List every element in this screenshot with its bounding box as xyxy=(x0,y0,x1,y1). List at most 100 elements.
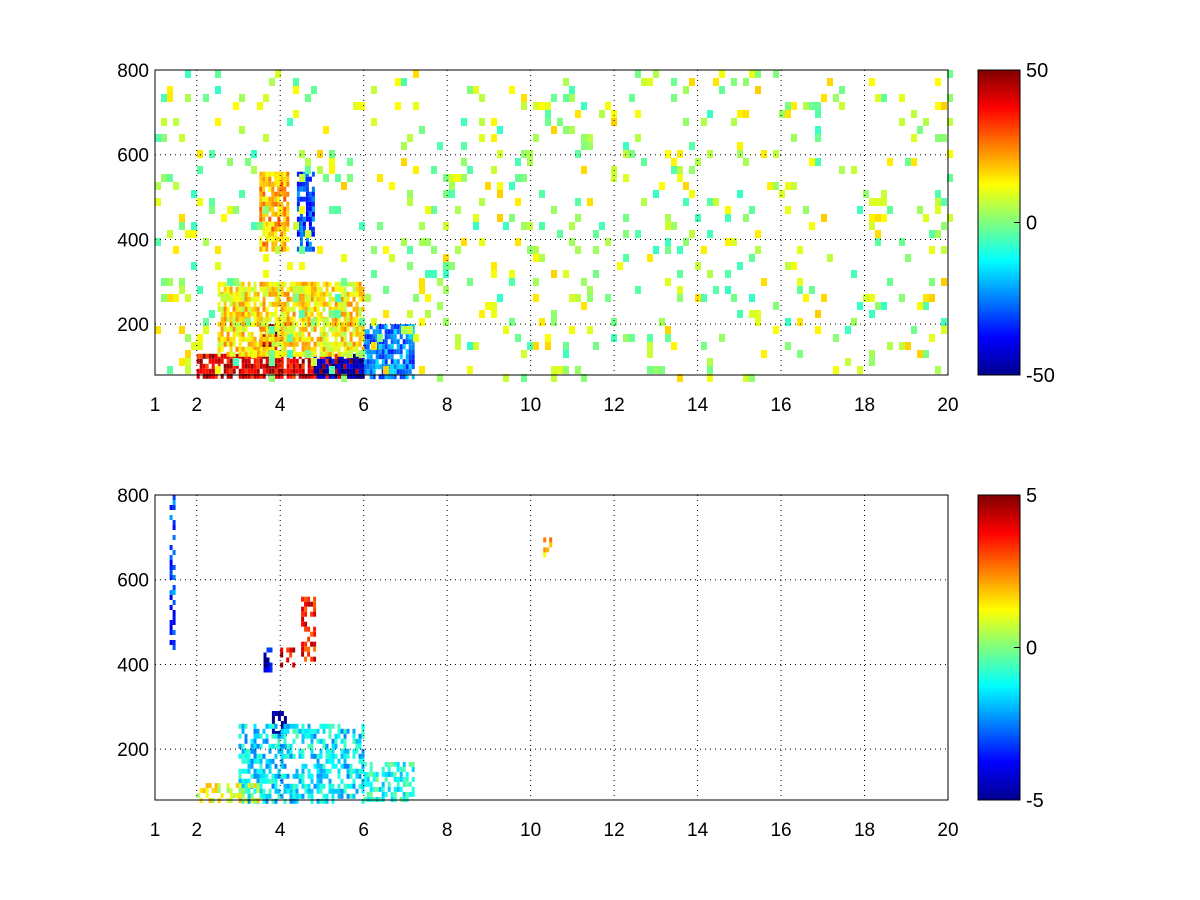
heatmap-cell xyxy=(271,241,275,247)
heatmap-cell xyxy=(310,641,314,647)
heatmap-cell xyxy=(191,230,197,238)
heatmap-cell xyxy=(635,110,641,118)
heatmap-cell xyxy=(299,286,305,294)
heatmap-cell xyxy=(244,783,248,789)
heatmap-cell xyxy=(371,86,377,94)
heatmap-cell xyxy=(277,738,281,744)
heatmap-cell xyxy=(408,781,412,787)
heatmap-cell xyxy=(923,294,929,302)
heatmap-cell xyxy=(396,761,400,767)
heatmap-cell xyxy=(340,311,344,317)
heatmap-cell xyxy=(635,230,641,238)
heatmap-cell xyxy=(369,364,373,370)
heatmap-cell xyxy=(304,341,308,347)
heatmap-cell xyxy=(211,363,215,369)
heatmap-cell xyxy=(815,158,821,166)
heatmap-cell xyxy=(286,191,290,197)
heatmap-cell xyxy=(289,647,293,653)
heatmap-cell xyxy=(389,254,395,262)
heatmap-cell xyxy=(821,94,827,102)
heatmap-cell xyxy=(352,286,356,292)
heatmap-cell xyxy=(396,786,400,792)
heatmap-cell xyxy=(244,748,248,754)
heatmap-cell xyxy=(274,306,278,312)
heatmap-cell xyxy=(313,626,317,632)
heatmap-cell xyxy=(244,798,248,804)
heatmap-cell xyxy=(833,366,839,374)
heatmap-cell xyxy=(545,334,551,342)
heatmap-cell xyxy=(402,791,406,797)
heatmap-cell xyxy=(292,326,296,332)
heatmap-cell xyxy=(308,226,312,232)
y-tick-label: 400 xyxy=(117,230,149,251)
heatmap-cell xyxy=(316,281,320,287)
heatmap-cell xyxy=(277,291,281,297)
heatmap-cell xyxy=(268,201,272,207)
heatmap-cell xyxy=(304,316,308,322)
heatmap-cell xyxy=(707,270,713,278)
colorbar-gradient-top xyxy=(977,69,1021,376)
heatmap-cell xyxy=(755,230,761,238)
heatmap-cell xyxy=(298,773,302,779)
heatmap-cell xyxy=(223,301,227,307)
heatmap-cell xyxy=(265,363,269,369)
heatmap-cell xyxy=(322,281,326,287)
heatmap-cell xyxy=(325,291,329,297)
heatmap-cell xyxy=(274,711,278,716)
heatmap-cell xyxy=(671,342,677,350)
heatmap-cell xyxy=(253,373,257,379)
heatmap-cell xyxy=(266,662,270,668)
heatmap-cell xyxy=(665,150,671,158)
heatmap-cell xyxy=(515,238,521,246)
heatmap-cell xyxy=(349,358,353,364)
heatmap-cell xyxy=(238,768,242,774)
heatmap-cell xyxy=(405,781,409,787)
heatmap-cell xyxy=(623,254,629,262)
heatmap-cell xyxy=(355,363,359,369)
heatmap-cell xyxy=(293,110,299,118)
heatmap-cell xyxy=(941,198,947,206)
heatmap-cell xyxy=(161,174,167,182)
heatmap-cell xyxy=(235,353,239,359)
heatmap-cell xyxy=(286,316,290,322)
heatmap-cell xyxy=(185,334,191,342)
heatmap-cell xyxy=(283,351,287,357)
heatmap-cell xyxy=(262,321,266,327)
heatmap-cell xyxy=(268,316,272,322)
heatmap-cell xyxy=(226,798,230,804)
heatmap-cell xyxy=(307,358,311,364)
heatmap-cell xyxy=(238,798,242,804)
heatmap-cell xyxy=(455,334,461,342)
heatmap-cell xyxy=(169,505,173,510)
heatmap-cell xyxy=(352,778,356,784)
heatmap-cell xyxy=(301,596,305,602)
heatmap-cell xyxy=(238,306,242,312)
heatmap-cell xyxy=(209,198,215,206)
heatmap-cell xyxy=(411,766,415,772)
heatmap-cell xyxy=(179,222,185,230)
heatmap-cell xyxy=(185,294,191,302)
heatmap-cell xyxy=(283,306,287,312)
heatmap-cell xyxy=(797,246,803,254)
heatmap-cell xyxy=(289,368,293,374)
heatmap-cell xyxy=(247,351,251,357)
heatmap-cell xyxy=(241,296,245,302)
y-tick-label: 600 xyxy=(117,146,149,167)
heatmap-cell xyxy=(293,294,299,302)
heatmap-cell xyxy=(301,358,305,364)
heatmap-cell xyxy=(215,246,221,254)
heatmap-cell xyxy=(875,302,881,310)
heatmap-cell xyxy=(737,142,743,150)
heatmap-cell xyxy=(375,786,379,792)
heatmap-cell xyxy=(340,778,344,784)
heatmap-cell xyxy=(325,758,329,764)
heatmap-cell xyxy=(247,793,251,799)
heatmap-cell xyxy=(328,778,332,784)
heatmap-cell xyxy=(299,236,303,242)
heatmap-cell xyxy=(319,768,323,774)
heatmap-cell xyxy=(425,206,431,214)
heatmap-cell xyxy=(390,349,394,355)
heatmap-cell xyxy=(307,651,311,657)
heatmap-cell xyxy=(405,771,409,777)
